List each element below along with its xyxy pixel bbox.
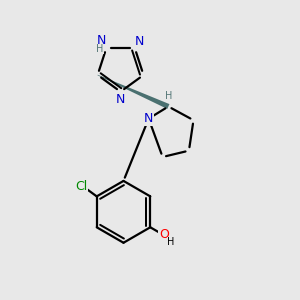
Text: N: N bbox=[135, 35, 144, 48]
Polygon shape bbox=[98, 75, 170, 109]
Text: N: N bbox=[116, 93, 125, 106]
Text: H: H bbox=[96, 44, 103, 54]
Text: Cl: Cl bbox=[75, 180, 87, 193]
Text: H: H bbox=[165, 91, 173, 101]
Text: N: N bbox=[97, 34, 106, 47]
Text: O: O bbox=[159, 228, 169, 241]
Text: N: N bbox=[144, 112, 153, 125]
Text: H: H bbox=[167, 237, 175, 247]
